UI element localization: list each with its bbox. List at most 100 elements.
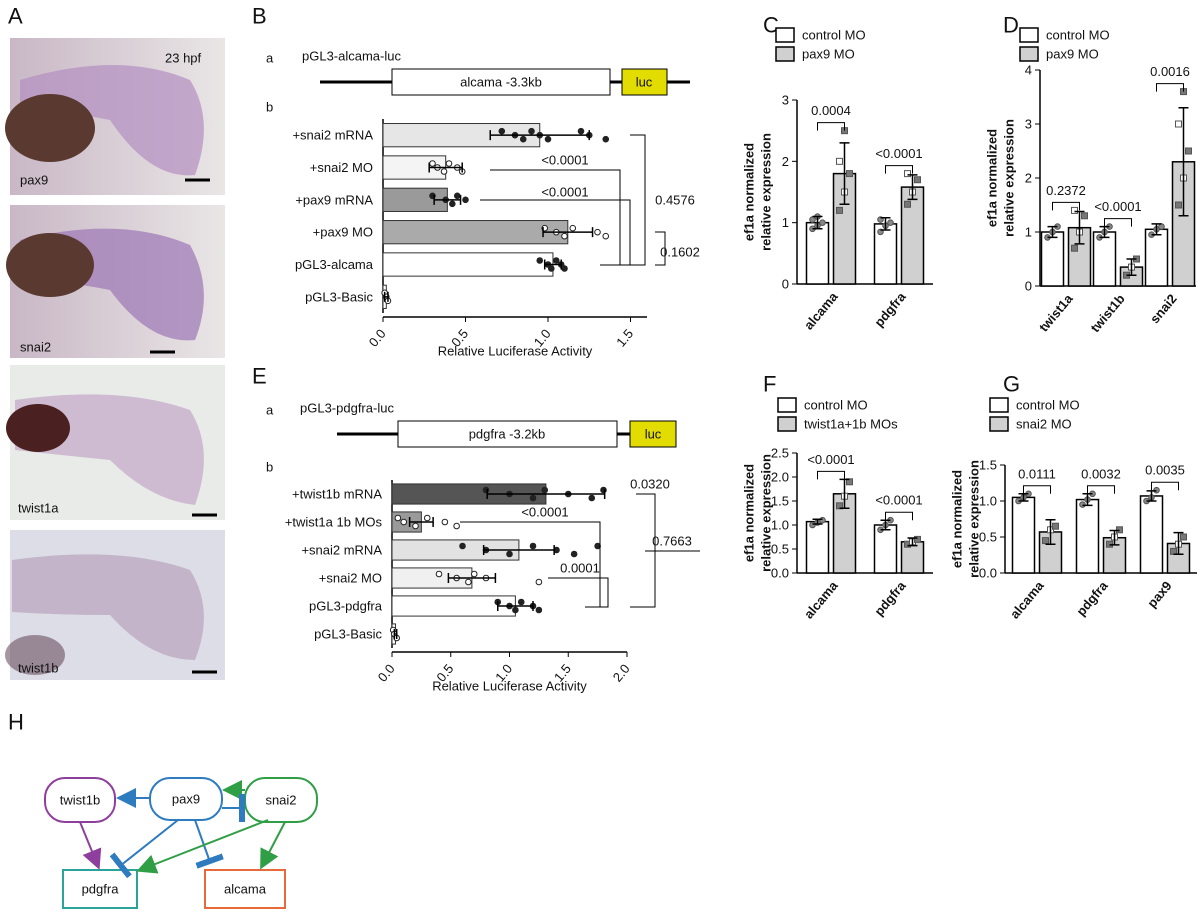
error-bar	[1074, 210, 1085, 245]
y-tick-label: 1	[1025, 225, 1032, 240]
error-bar	[1146, 490, 1157, 502]
x-tick-label: 2.0	[610, 661, 633, 684]
error-bar	[1109, 529, 1120, 546]
error-bar	[907, 537, 918, 547]
node-label: snai2	[265, 793, 296, 808]
error-bar	[1126, 258, 1137, 276]
significance-bracket	[548, 577, 609, 608]
category-label: +pax9 MO	[313, 225, 373, 240]
data-point	[1042, 537, 1049, 545]
gene-label: twist1a	[18, 501, 59, 516]
p-value: 0.0001	[560, 561, 600, 576]
legend-label: control MO	[1046, 28, 1110, 43]
legend-swatch	[775, 27, 795, 43]
error-bar	[812, 215, 823, 230]
construct-name: pGL3-pdgfra-luc	[300, 401, 394, 416]
p-value: <0.0001	[541, 153, 588, 168]
error-bar	[383, 291, 389, 302]
reporter-label: luc	[636, 75, 653, 90]
p-value: <0.0001	[1094, 199, 1141, 214]
construct: a pGL3-pdgfra-luc pdgfra -3.2kb luc b	[266, 401, 677, 475]
data-point	[1071, 244, 1078, 252]
data-point	[535, 578, 543, 586]
significance-bracket	[1156, 83, 1184, 92]
panel-label: B	[252, 4, 267, 29]
data-point	[400, 518, 408, 526]
data-point	[836, 157, 843, 165]
data-point	[1052, 522, 1059, 530]
p-value: <0.0001	[875, 493, 922, 508]
significance-bracket	[1104, 218, 1132, 227]
significance-bracket	[655, 231, 666, 266]
data-point	[588, 494, 596, 502]
data-point	[482, 486, 490, 494]
y-tick-label: 2.0	[771, 470, 789, 485]
bar	[1040, 231, 1065, 287]
y-tick-label: 3	[782, 93, 789, 108]
data-point	[535, 606, 543, 614]
axis-title: relative expression	[759, 454, 774, 572]
y-tick-label: 0.0	[979, 566, 997, 581]
panel-label: C	[763, 13, 779, 38]
p-value: <0.0001	[541, 185, 588, 200]
y-tick-label: 0.0	[771, 566, 789, 581]
data-point	[1081, 212, 1088, 220]
legend-swatch	[777, 397, 797, 413]
legend-swatch	[989, 416, 1009, 432]
bar	[382, 220, 569, 245]
p-value: 0.0004	[811, 103, 851, 118]
x-tick-label: twist1b	[1087, 291, 1127, 335]
x-tick-label: alcama	[801, 578, 841, 622]
construct-name: pGL3-alcama-luc	[302, 49, 401, 64]
p-value: <0.0001	[875, 146, 922, 161]
axis-title: relative expression	[759, 133, 774, 251]
p-value: 0.2372	[1046, 183, 1086, 198]
category-label: +pax9 mRNA	[295, 192, 373, 207]
panel-label: A	[8, 4, 23, 29]
error-bar	[486, 489, 606, 499]
legend-label: control MO	[804, 398, 868, 413]
category-label: +snai2 mRNA	[292, 128, 373, 143]
y-tick-label: 2.5	[771, 446, 789, 461]
data-point	[1071, 206, 1078, 214]
embryo	[12, 554, 204, 660]
arrow	[260, 821, 286, 870]
node	[244, 777, 318, 823]
data-point	[440, 168, 448, 175]
data-point	[914, 535, 921, 543]
yolk	[5, 635, 65, 675]
axis-title: Relative Luciferase Activity	[438, 344, 593, 359]
legend-swatch	[989, 397, 1009, 413]
x-tick-label: pdgfra	[1073, 578, 1111, 619]
legend-label: pax9 MO	[1046, 47, 1099, 62]
data-point	[506, 550, 513, 558]
insert-label: alcama -3.3kb	[460, 75, 542, 90]
significance-bracket	[630, 134, 646, 266]
bar	[1144, 228, 1169, 287]
error-bar	[812, 518, 823, 525]
data-point	[541, 486, 549, 494]
p-value: 0.0016	[1150, 64, 1190, 79]
bar	[1092, 231, 1117, 287]
error-bar	[482, 545, 555, 555]
legend-label: control MO	[1016, 398, 1080, 413]
category-label: +snai2 mRNA	[301, 543, 382, 558]
data-point	[1175, 120, 1182, 128]
significance-bracket	[1151, 481, 1179, 491]
error-bar	[543, 259, 562, 270]
embryo-images: 23 hpf pax9 snai2 twist1a twist1b	[5, 38, 225, 680]
error-bar	[839, 142, 850, 206]
data-point	[423, 514, 431, 522]
insert-box	[397, 420, 618, 448]
arrow	[136, 819, 269, 874]
data-point	[445, 160, 453, 167]
y-tick-label: 0	[1025, 279, 1032, 294]
bar	[873, 524, 898, 574]
significance-bracket	[1023, 485, 1051, 494]
y-tick-label: 0.5	[979, 530, 997, 545]
category-label: +snai2 MO	[310, 160, 373, 175]
bar	[805, 221, 830, 285]
significance-bracket	[885, 165, 913, 174]
data-point	[602, 232, 610, 240]
error-bar	[408, 517, 434, 527]
